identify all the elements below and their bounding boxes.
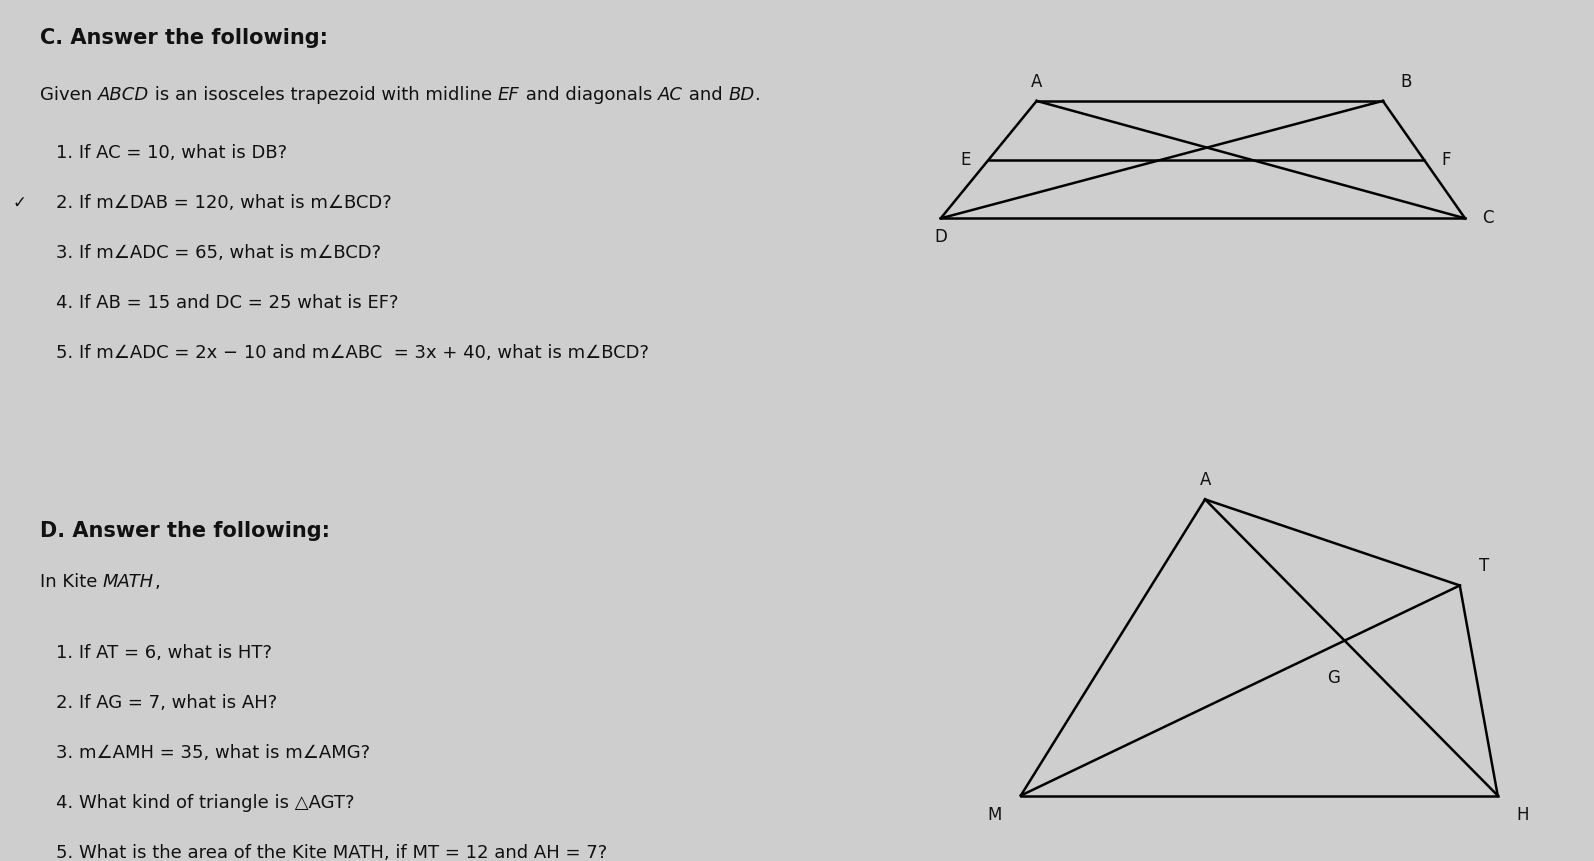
Text: A: A [1031, 73, 1042, 91]
Text: BD: BD [728, 86, 754, 104]
Text: EF: EF [497, 86, 520, 104]
Text: G: G [1328, 670, 1341, 687]
Text: D. Answer the following:: D. Answer the following: [40, 521, 330, 541]
Text: M: M [987, 806, 1001, 824]
Text: 4. What kind of triangle is △AGT?: 4. What kind of triangle is △AGT? [56, 794, 354, 812]
Text: ABCD: ABCD [97, 86, 148, 104]
Text: H: H [1517, 806, 1529, 824]
Text: C: C [1482, 209, 1494, 227]
Text: and: and [682, 86, 728, 104]
Text: AC: AC [658, 86, 682, 104]
Text: Given: Given [40, 86, 97, 104]
Text: 5. What is the area of the Kite MATH, if MT = 12 and AH = 7?: 5. What is the area of the Kite MATH, if… [56, 844, 607, 861]
Text: ✓: ✓ [13, 194, 27, 212]
Text: E: E [961, 151, 971, 169]
Text: B: B [1401, 73, 1412, 91]
Text: is an isosceles trapezoid with midline: is an isosceles trapezoid with midline [148, 86, 497, 104]
Text: D: D [934, 228, 947, 246]
Text: C. Answer the following:: C. Answer the following: [40, 28, 328, 47]
Text: 3. If m∠ADC = 65, what is m∠BCD?: 3. If m∠ADC = 65, what is m∠BCD? [56, 244, 381, 262]
Text: and diagonals: and diagonals [520, 86, 658, 104]
Text: 5. If m∠ADC = 2x − 10 and m∠ABC  = 3x + 40, what is m∠BCD?: 5. If m∠ADC = 2x − 10 and m∠ABC = 3x + 4… [56, 344, 649, 362]
Text: In Kite: In Kite [40, 573, 104, 591]
Text: 2. If AG = 7, what is AH?: 2. If AG = 7, what is AH? [56, 694, 277, 712]
Text: T: T [1479, 557, 1489, 575]
Text: F: F [1441, 151, 1451, 169]
Text: A: A [1199, 471, 1211, 489]
Text: ,: , [155, 573, 159, 591]
Text: 1. If AT = 6, what is HT?: 1. If AT = 6, what is HT? [56, 644, 273, 662]
Text: 1. If AC = 10, what is DB?: 1. If AC = 10, what is DB? [56, 144, 287, 162]
Text: MATH: MATH [104, 573, 155, 591]
Text: 4. If AB = 15 and DC = 25 what is EF?: 4. If AB = 15 and DC = 25 what is EF? [56, 294, 398, 312]
Text: .: . [754, 86, 760, 104]
Text: 3. m∠AMH = 35, what is m∠AMG?: 3. m∠AMH = 35, what is m∠AMG? [56, 744, 370, 762]
Text: 2. If m∠DAB = 120, what is m∠BCD?: 2. If m∠DAB = 120, what is m∠BCD? [56, 194, 392, 212]
